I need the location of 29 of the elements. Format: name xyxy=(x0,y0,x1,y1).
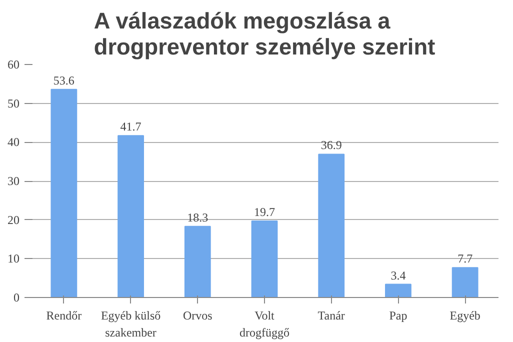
data-label: 7.7 xyxy=(458,252,473,266)
x-tick-label: Orvos xyxy=(182,308,213,322)
chart-title: A válaszadók megoszlása a drogpreventor személye szerint xyxy=(94,8,436,60)
x-tick-label: Tanár xyxy=(318,308,345,322)
data-label: 3.4 xyxy=(390,268,406,282)
bar xyxy=(50,88,78,298)
data-label: 41.7 xyxy=(120,120,142,134)
bar xyxy=(118,135,144,298)
y-tick-label: 50 xyxy=(8,96,20,110)
bar xyxy=(385,284,412,298)
y-tick-label: 60 xyxy=(8,58,20,72)
y-tick-label: 30 xyxy=(8,174,20,188)
data-label: 18.3 xyxy=(187,210,208,224)
x-tick-label: Pap xyxy=(389,308,408,322)
bar xyxy=(452,267,478,298)
data-label: 53.6 xyxy=(53,73,74,88)
y-tick-label: 20 xyxy=(8,212,20,227)
bar xyxy=(184,226,211,298)
y-tick-label: 10 xyxy=(8,252,20,266)
x-tick-label: Egyéb külső szakember xyxy=(100,308,161,340)
x-tick-label: Volt drogfüggő xyxy=(240,308,290,340)
x-tick-label: Egyéb xyxy=(450,308,480,322)
y-tick-label: 0 xyxy=(14,290,20,304)
data-label: 19.7 xyxy=(254,205,275,219)
data-label: 36.9 xyxy=(320,138,342,152)
bar xyxy=(318,154,345,298)
x-tick-label: Rendőr xyxy=(46,308,82,322)
y-tick-label: 40 xyxy=(8,135,20,150)
bar xyxy=(251,220,278,298)
